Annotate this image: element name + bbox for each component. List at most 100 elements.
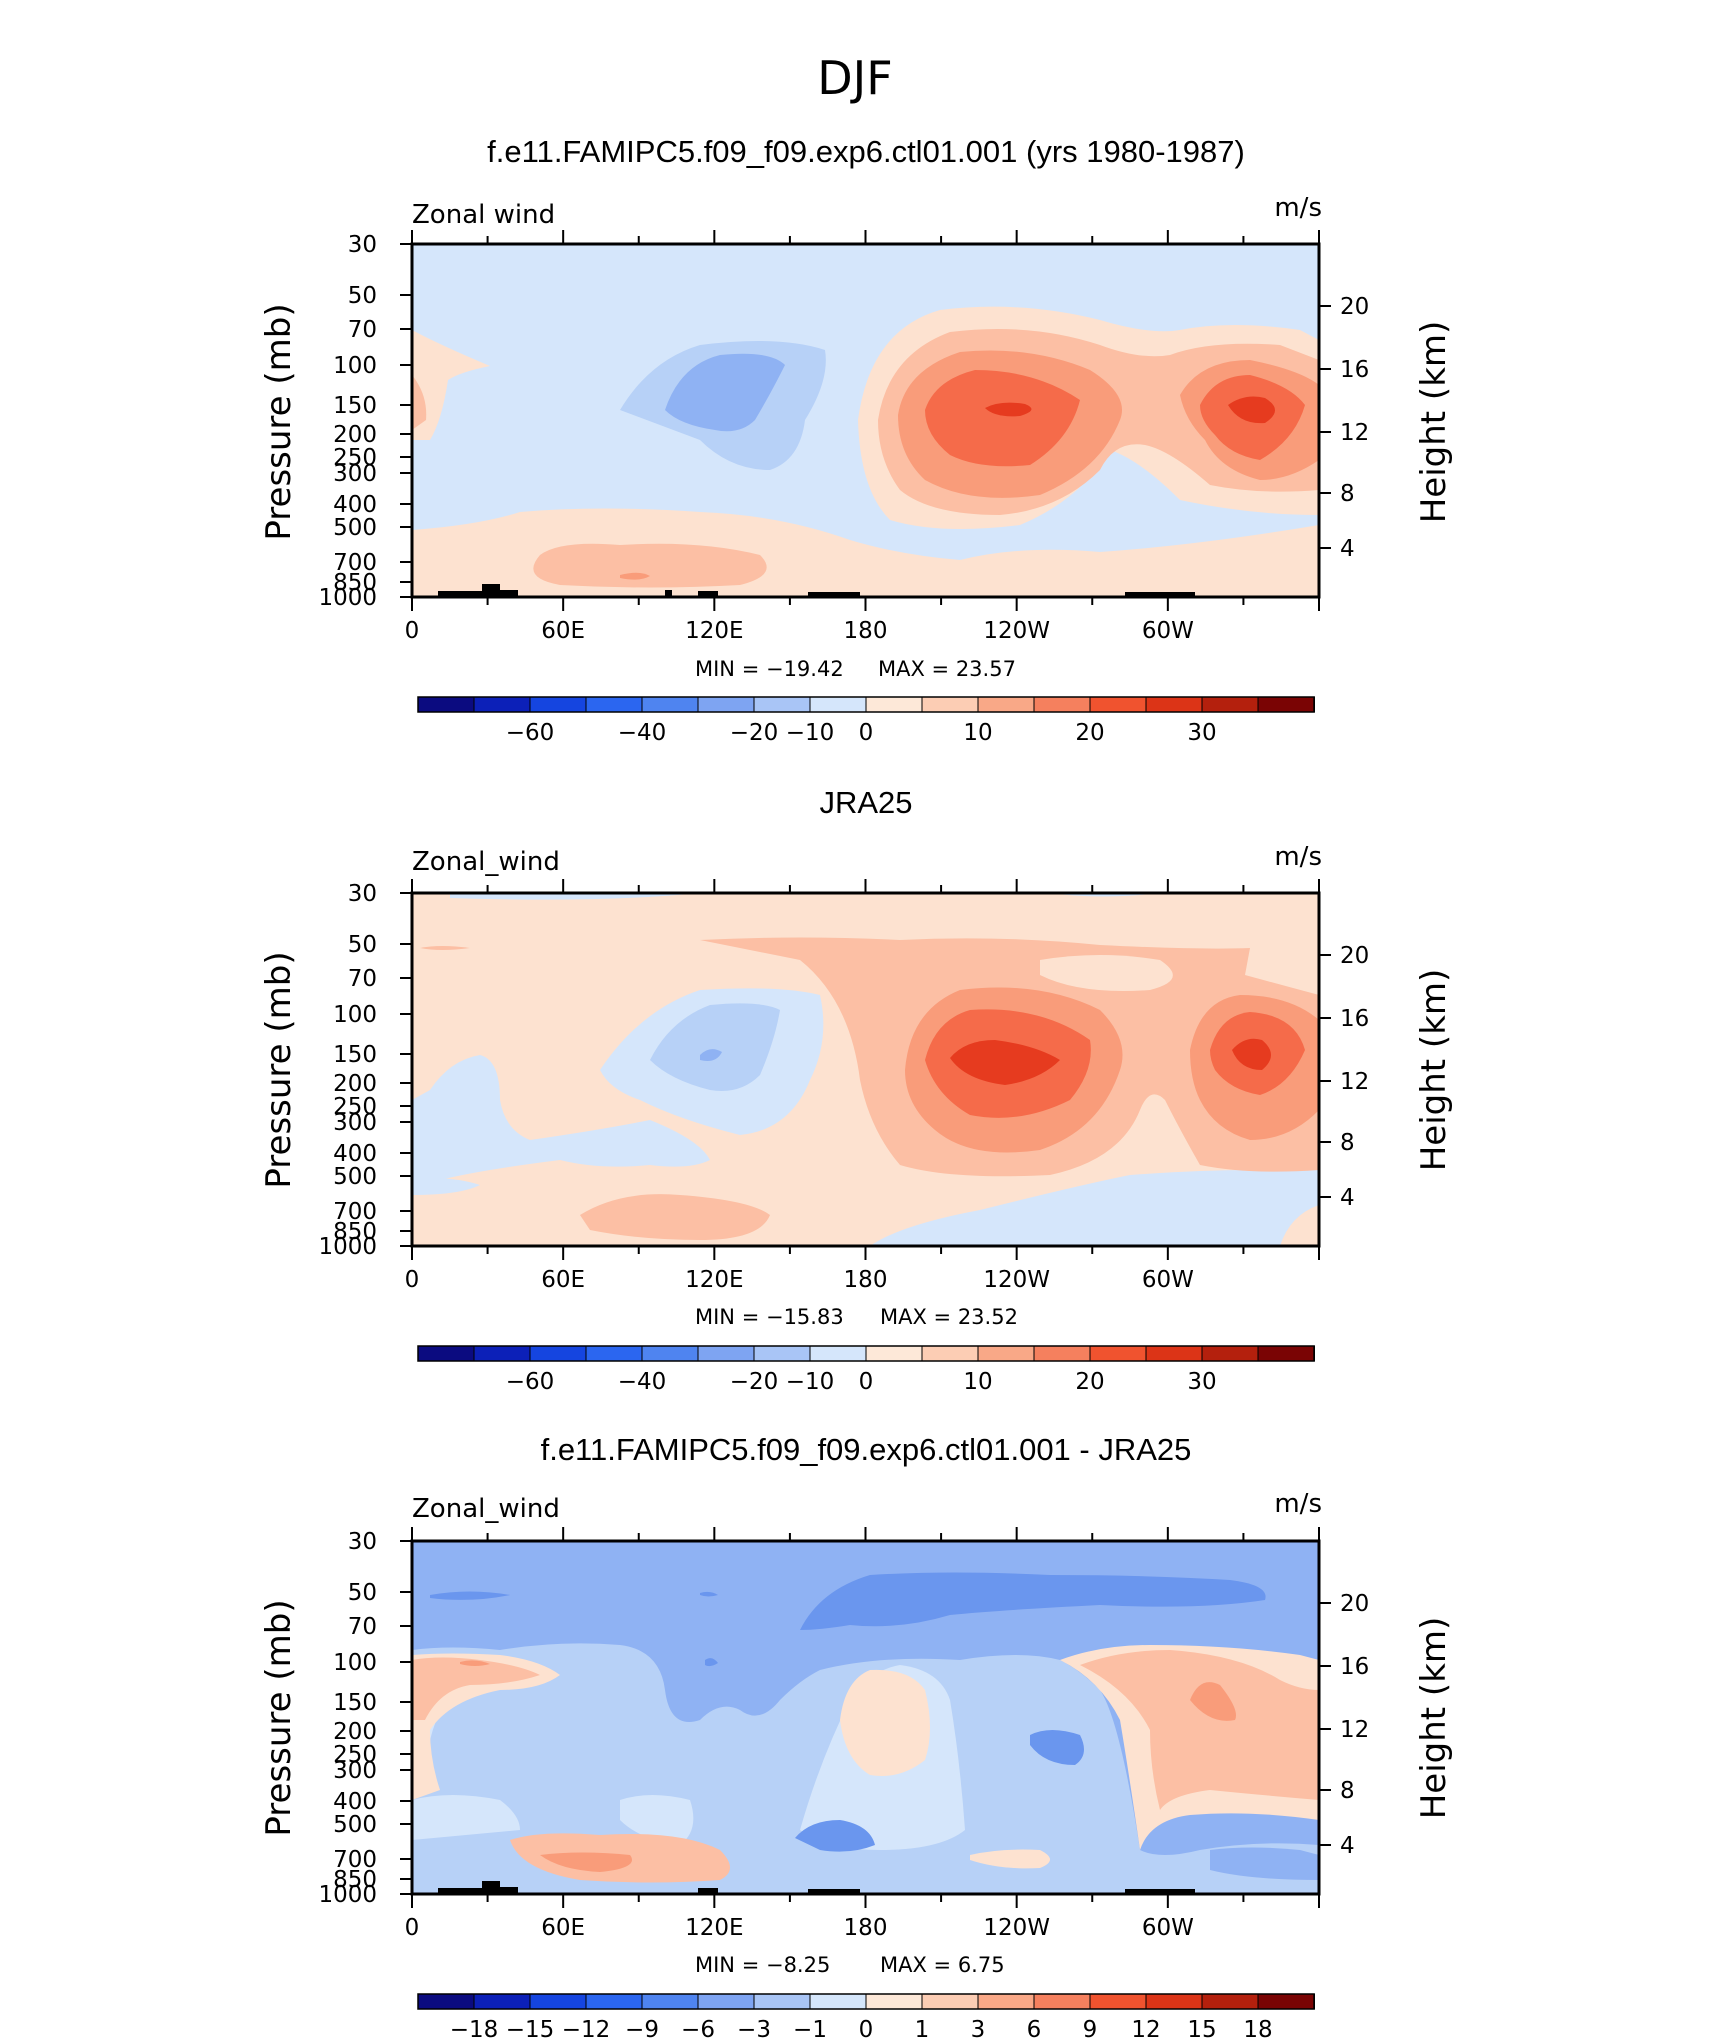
panel-2-ylabel: Pressure (mb) — [259, 951, 299, 1188]
colorbar-label: 15 — [1187, 2017, 1216, 2038]
x-tick-label: 120E — [685, 1915, 743, 1941]
x-tick-label: 180 — [844, 1915, 888, 1941]
y-tick-label: 700 — [333, 550, 377, 576]
y-tick-label: 500 — [333, 515, 377, 541]
panel-1-contour-pos-west — [412, 330, 490, 440]
y-tick-label: 30 — [348, 1529, 377, 1555]
panel-1-contour-neg-2 — [665, 353, 785, 432]
panel-3-contour-pos-west2 — [412, 1657, 540, 1720]
x-tick-label: 60W — [1142, 1267, 1194, 1293]
panel-1-colorbar: −60 −40 −20 −10 0 10 20 30 — [417, 696, 1315, 746]
x-tick-label: 60E — [541, 618, 585, 644]
panel-3-right-ticks: 20 16 12 8 4 — [1319, 1591, 1369, 1859]
panel-3-contour-pos-east2 — [1080, 1650, 1319, 1810]
colorbar-label: 0 — [859, 1369, 874, 1395]
panel-1-min-label: MIN = −19.42 — [695, 657, 844, 681]
y-tick-label: 50 — [348, 283, 377, 309]
panel-2-colorbar: −60 −40 −20 −10 0 10 20 30 — [417, 1345, 1315, 1395]
panel-2-min-label: MIN = −15.83 — [695, 1305, 844, 1329]
colorbar-swatch — [1257, 696, 1315, 713]
colorbar-swatch — [585, 1993, 643, 2010]
colorbar-label: 9 — [1083, 2017, 1098, 2038]
colorbar-swatch — [529, 1345, 587, 1362]
x-tick-label: 120W — [983, 618, 1050, 644]
colorbar-swatch — [865, 1993, 923, 2010]
panel-1-contour-pos-west2 — [412, 375, 427, 430]
x-tick-label: 60W — [1142, 1915, 1194, 1941]
right-tick-label: 16 — [1340, 1006, 1369, 1032]
panel-2-title: JRA25 — [819, 785, 912, 820]
colorbar-swatch — [417, 1993, 475, 2010]
colorbar-label: 0 — [859, 2017, 874, 2038]
colorbar-swatch — [529, 1993, 587, 2010]
y-tick-label: 100 — [333, 1650, 377, 1676]
colorbar-label: −60 — [506, 720, 555, 746]
colorbar-swatch — [641, 1993, 699, 2010]
y-tick-label: 500 — [333, 1164, 377, 1190]
colorbar-label: 6 — [1027, 2017, 1042, 2038]
panel-2-right-ticks: 20 16 12 8 4 — [1319, 943, 1369, 1211]
y-tick-label: 250 — [333, 1094, 377, 1120]
right-tick-label: 4 — [1340, 1185, 1355, 1211]
panel-1-contour-pos-5 — [985, 402, 1032, 417]
panel-3-units: m/s — [1274, 1489, 1322, 1519]
colorbar-swatch — [977, 1345, 1035, 1362]
colorbar-label: 10 — [963, 1369, 992, 1395]
y-tick-label: 70 — [348, 317, 377, 343]
right-tick-label: 8 — [1340, 1130, 1355, 1156]
panel-1: f.e11.FAMIPC5.f09_f09.exp6.ctl01.001 (yr… — [259, 134, 1454, 746]
y-tick-label: 150 — [333, 1690, 377, 1716]
y-tick-label: 30 — [348, 881, 377, 907]
colorbar-label: 30 — [1187, 720, 1216, 746]
panel-1-max-label: MAX = 23.57 — [878, 657, 1016, 681]
y-tick-label: 70 — [348, 1614, 377, 1640]
colorbar-label: 3 — [971, 2017, 986, 2038]
colorbar-swatch — [865, 696, 923, 713]
x-tick-label: 60E — [541, 1915, 585, 1941]
colorbar-swatch — [977, 1993, 1035, 2010]
panel-2-contour-neg-top — [450, 893, 1160, 900]
colorbar-swatch — [697, 1345, 755, 1362]
colorbar-swatch — [1257, 1345, 1315, 1362]
colorbar-swatch — [641, 696, 699, 713]
colorbar-swatch — [473, 1993, 531, 2010]
panel-1-title: f.e11.FAMIPC5.f09_f09.exp6.ctl01.001 (yr… — [487, 134, 1245, 169]
y-tick-label: 150 — [333, 1042, 377, 1068]
colorbar-swatch — [753, 1993, 811, 2010]
panel-3-contour-pos-west3 — [460, 1660, 490, 1666]
colorbar-swatch — [697, 696, 755, 713]
colorbar-swatch — [1089, 696, 1147, 713]
panel-3-contour-pos-180 — [840, 1669, 930, 1776]
x-tick-label: 0 — [405, 618, 420, 644]
panel-2-max-label: MAX = 23.52 — [880, 1305, 1018, 1329]
panel-1-right-ticks: 20 16 12 8 4 — [1319, 294, 1369, 562]
colorbar-swatch — [865, 1345, 923, 1362]
panel-2-contour-pos-low2 — [420, 946, 470, 950]
colorbar-frame — [417, 696, 1315, 713]
panel-3-contour-neg-east — [1210, 1847, 1319, 1880]
panel-3-contour-lightest-west — [412, 1657, 694, 1845]
y-tick-label: 500 — [333, 1812, 377, 1838]
panel-2-contour-pos-low — [580, 1194, 770, 1240]
right-tick-label: 20 — [1340, 1591, 1369, 1617]
y-tick-label: 200 — [333, 422, 377, 448]
y-tick-label: 50 — [348, 932, 377, 958]
colorbar-swatch — [753, 696, 811, 713]
x-tick-label: 120W — [983, 1915, 1050, 1941]
panel-3-min-label: MIN = −8.25 — [695, 1953, 830, 1977]
colorbar-label: −9 — [625, 2017, 659, 2038]
colorbar-swatch — [1145, 696, 1203, 713]
y-tick-label: 850 — [333, 570, 377, 596]
colorbar-label: 20 — [1075, 1369, 1104, 1395]
colorbar-label: −12 — [562, 2017, 611, 2038]
right-tick-label: 4 — [1340, 1833, 1355, 1859]
colorbar-frame — [417, 1345, 1315, 1362]
colorbar-swatch — [1089, 1345, 1147, 1362]
panel-3-contour-pos-low2 — [540, 1852, 632, 1872]
panel-2-contour-neg-mid — [412, 1055, 710, 1180]
colorbar-label: 18 — [1243, 2017, 1272, 2038]
colorbar-label: −6 — [681, 2017, 715, 2038]
